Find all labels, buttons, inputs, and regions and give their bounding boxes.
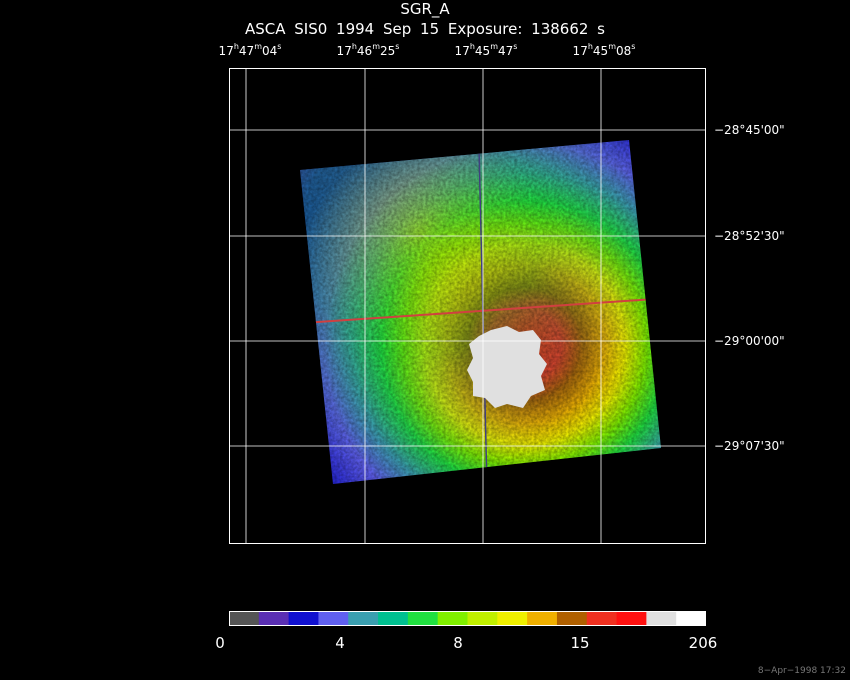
ra-tick-label-2: 17h46m25s <box>336 42 400 58</box>
plot-frame <box>229 68 706 544</box>
dec-tick-label-4: −29°07'30" <box>714 439 785 453</box>
colorbar-swatch <box>527 611 558 626</box>
ra-tick-label-4: 17h45m08s <box>572 42 636 58</box>
colorbar-swatch <box>258 611 290 626</box>
colorbar-label-3: 15 <box>570 634 590 652</box>
detector-image <box>300 140 661 484</box>
colorbar-swatch <box>556 611 588 626</box>
colorbar-swatch <box>676 611 706 626</box>
colorbar-swatch <box>288 611 319 626</box>
colorbar-label-0: 0 <box>215 634 225 652</box>
colorbar-swatch <box>467 611 498 626</box>
dec-tick-label-3: −29°00'00" <box>714 334 785 348</box>
colorbar-swatch <box>348 611 379 626</box>
colorbar-swatch <box>616 611 647 626</box>
colorbar <box>229 611 706 626</box>
coordinate-grid <box>229 68 706 544</box>
colorbar-label-1: 4 <box>335 634 345 652</box>
colorbar-swatch <box>646 611 677 626</box>
colorbar-swatch <box>318 611 349 626</box>
dec-tick-label-1: −28°45'00" <box>714 123 785 137</box>
saturated-core <box>467 326 547 408</box>
sky-image-plot <box>229 68 706 544</box>
colorbar-swatch <box>378 611 409 626</box>
colorbar-swatch <box>407 611 439 626</box>
ra-tick-label-3: 17h45m47s <box>454 42 518 58</box>
ra-tick-label-1: 17h47m04s <box>218 42 282 58</box>
colorbar-swatch <box>497 611 528 626</box>
dec-tick-label-2: −28°52'30" <box>714 229 785 243</box>
timestamp: 8−Apr−1998 17:32 <box>757 666 846 676</box>
colorbar-label-2: 8 <box>453 634 463 652</box>
colorbar-swatch <box>586 611 618 626</box>
colorbar-swatch <box>437 611 468 626</box>
colorbar-label-4: 206 <box>688 634 718 652</box>
colorbar-swatch <box>229 611 260 626</box>
object-title: SGR_A <box>400 0 450 18</box>
observation-info: ASCA SIS0 1994 Sep 15 Exposure: 138662 s <box>244 20 605 38</box>
